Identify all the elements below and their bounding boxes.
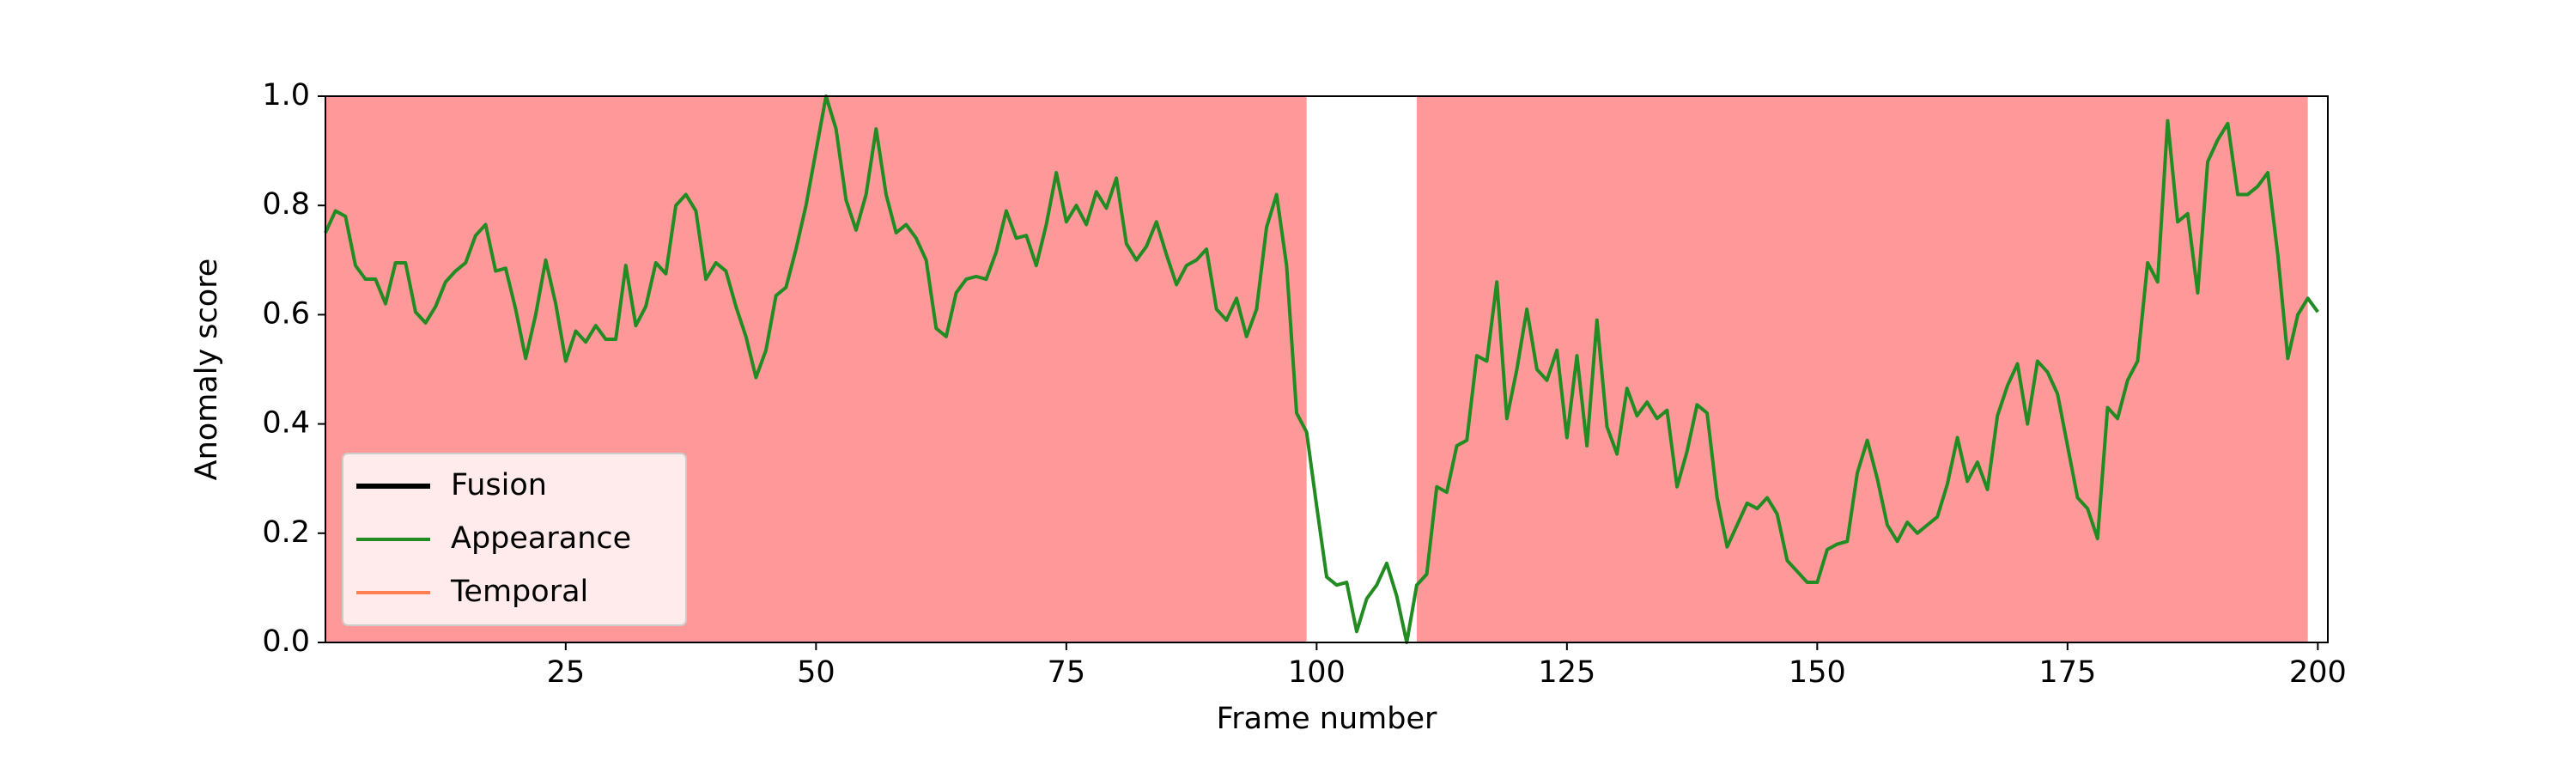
shaded-region [1416,96,2308,642]
x-tick-label: 125 [1538,655,1595,690]
x-tick-label: 150 [1789,655,1846,690]
x-tick-label: 25 [547,655,586,690]
y-tick-label: 0.8 [262,187,310,222]
x-tick-label: 100 [1288,655,1346,690]
y-axis-label: Anomaly score [190,259,224,481]
y-tick-label: 0.4 [262,406,310,441]
x-tick-label: 200 [2289,655,2347,690]
y-tick-label: 1.0 [262,78,310,113]
x-tick-label: 50 [797,655,835,690]
x-tick-label: 75 [1048,655,1086,690]
legend-label: Fusion [451,468,547,502]
legend-label: Temporal [450,575,588,609]
legend-box [342,453,687,626]
x-tick-label: 175 [2038,655,2096,690]
y-tick-label: 0.0 [262,624,310,659]
plot-frame [325,95,2329,643]
y-tick-label: 0.2 [262,515,310,550]
legend-label: Appearance [451,521,631,556]
series-line [324,94,2319,644]
x-axis-label: Frame number [1217,702,1437,736]
y-tick-label: 0.6 [262,296,310,331]
